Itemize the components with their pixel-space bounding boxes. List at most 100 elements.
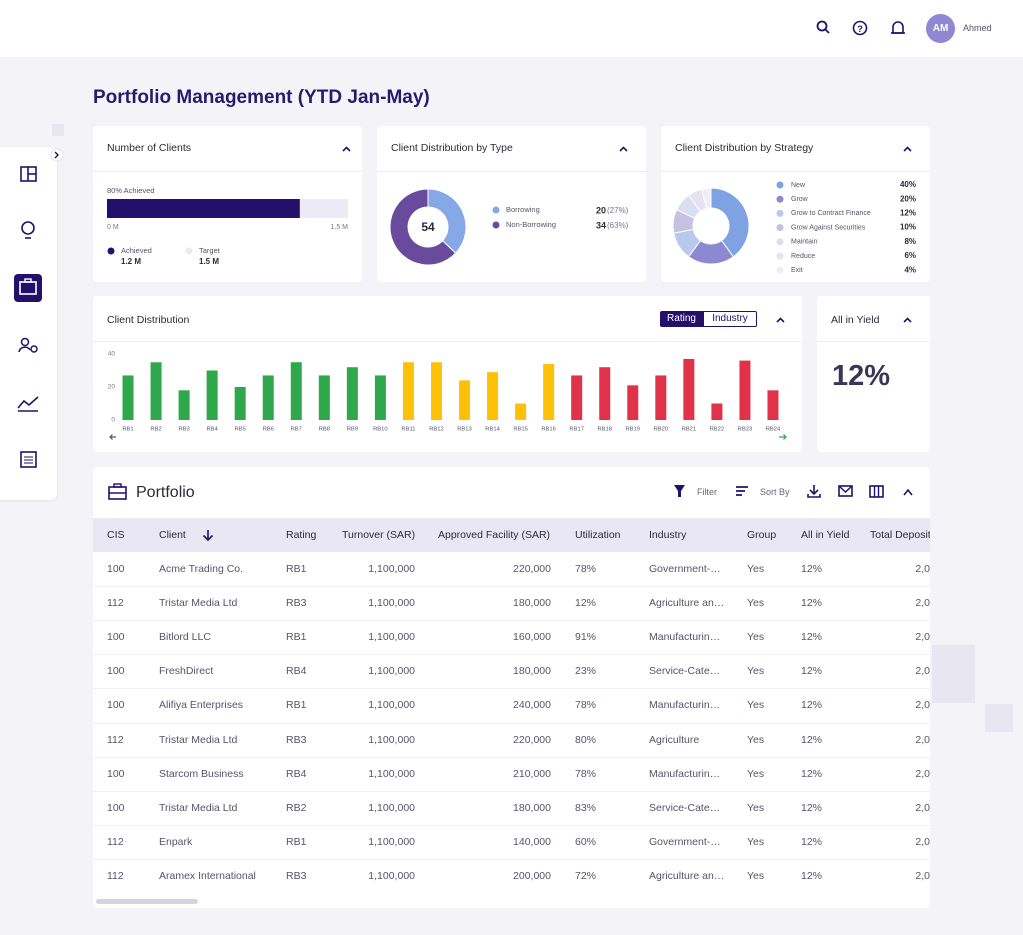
x-tick-label: RB14 bbox=[485, 427, 500, 433]
bar bbox=[178, 390, 190, 420]
table-cell: 1,100,000 bbox=[368, 835, 415, 848]
legend-dot bbox=[107, 247, 115, 255]
legend-dot bbox=[492, 221, 500, 229]
donut-segment bbox=[389, 188, 457, 266]
table-cell: 1,100,000 bbox=[368, 563, 415, 575]
table-cell: 100 bbox=[107, 665, 125, 678]
table-cell: 2,0 bbox=[915, 699, 930, 712]
table-cell: Bitlord LLC bbox=[159, 631, 211, 644]
x-tick-label: RB20 bbox=[654, 427, 669, 433]
table-cell: RB1 bbox=[286, 563, 307, 575]
table-cell: 112 bbox=[107, 597, 124, 610]
table-cell: Yes bbox=[747, 767, 765, 780]
table-cell: 12% bbox=[801, 869, 823, 882]
column-header[interactable]: CIS bbox=[107, 529, 125, 541]
progress-bar bbox=[107, 199, 300, 218]
sort-button[interactable]: Sort By bbox=[760, 487, 790, 497]
table-cell: RB1 bbox=[286, 699, 307, 712]
x-tick-label: RB6 bbox=[263, 427, 274, 433]
column-header[interactable]: All in Yield bbox=[801, 529, 850, 541]
bar bbox=[290, 362, 302, 420]
table-cell: 60% bbox=[575, 835, 597, 848]
decor bbox=[932, 645, 975, 703]
bar bbox=[599, 367, 611, 420]
x-tick-label: RB21 bbox=[682, 427, 697, 433]
column-header[interactable]: Total Deposit bbox=[870, 529, 930, 541]
legend-label: Non-Borrowing bbox=[506, 220, 556, 229]
table-cell: 83% bbox=[575, 801, 597, 814]
row-divider bbox=[93, 756, 930, 758]
legend-value: 6% bbox=[904, 251, 916, 260]
header-icons[interactable]: ? bbox=[812, 14, 912, 44]
filter-button[interactable]: Filter bbox=[697, 487, 717, 497]
avatar[interactable]: AM bbox=[926, 14, 955, 43]
column-header[interactable]: Utilization bbox=[575, 529, 621, 541]
table-cell: 12% bbox=[801, 665, 823, 678]
donut-segment bbox=[427, 188, 467, 254]
table-cell: Government-… bbox=[649, 835, 721, 848]
x-tick-label: RB24 bbox=[766, 427, 781, 433]
legend-label: Exit bbox=[791, 267, 803, 274]
legend-dot bbox=[776, 195, 784, 203]
table-cell: 100 bbox=[107, 563, 125, 575]
scroll-arrows[interactable] bbox=[109, 434, 787, 440]
table-cell: 2,0 bbox=[915, 801, 930, 814]
table-cell: Agriculture an… bbox=[649, 597, 725, 610]
table-cell: 1,100,000 bbox=[368, 699, 415, 712]
sort-arrow[interactable] bbox=[201, 528, 215, 542]
table-cell: Alifiya Enterprises bbox=[159, 699, 244, 712]
legend-share: (27%) bbox=[607, 206, 629, 215]
column-header[interactable]: Industry bbox=[649, 529, 687, 541]
table-cell: RB4 bbox=[286, 665, 307, 678]
x-tick-label: 1.5 M bbox=[330, 224, 348, 231]
column-header[interactable]: Turnover (SAR) bbox=[342, 529, 416, 541]
legend-label: Grow to Contract Finance bbox=[791, 210, 871, 217]
bar bbox=[767, 390, 779, 420]
table-cell: Service-Cate… bbox=[649, 665, 721, 678]
toggle-rating[interactable]: Rating bbox=[660, 311, 703, 327]
table-cell: 12% bbox=[801, 597, 823, 610]
table-header bbox=[93, 518, 930, 552]
column-header[interactable]: Group bbox=[747, 529, 777, 541]
x-tick-label: RB17 bbox=[569, 427, 584, 433]
x-tick-label: RB11 bbox=[401, 427, 415, 433]
toggle-industry[interactable]: Industry bbox=[703, 311, 757, 327]
toolbar-icons[interactable] bbox=[668, 482, 930, 502]
bar bbox=[234, 387, 246, 420]
table-cell: 78% bbox=[575, 699, 597, 712]
x-tick-label: RB4 bbox=[207, 427, 219, 433]
table-cell: RB3 bbox=[286, 869, 307, 882]
bar bbox=[571, 375, 583, 420]
table-cell: 100 bbox=[107, 767, 125, 780]
row-divider bbox=[93, 824, 930, 826]
svg-text:?: ? bbox=[857, 24, 863, 34]
bar bbox=[150, 362, 162, 420]
legend-value: 1.2 M bbox=[121, 257, 141, 266]
column-header[interactable]: Approved Facility (SAR) bbox=[438, 529, 551, 541]
y-tick-label: 20 bbox=[108, 384, 116, 391]
sidebar-icons[interactable] bbox=[0, 147, 70, 500]
x-tick-label: RB1 bbox=[122, 427, 133, 433]
table-cell: 23% bbox=[575, 665, 597, 678]
x-tick-label: RB18 bbox=[597, 427, 612, 433]
table-cell: 2,0 bbox=[915, 733, 930, 746]
table-cell: 100 bbox=[107, 801, 125, 814]
card-title: Number of Clients bbox=[107, 142, 192, 154]
table-cell: 12% bbox=[575, 597, 597, 610]
collapse-icons[interactable] bbox=[342, 146, 912, 323]
bar bbox=[739, 360, 751, 420]
row-divider bbox=[93, 688, 930, 690]
table-cell: Agriculture an… bbox=[649, 869, 725, 882]
decor bbox=[52, 124, 64, 136]
scrollbar[interactable] bbox=[96, 899, 198, 904]
column-header[interactable]: Rating bbox=[286, 529, 317, 541]
donut-segment bbox=[710, 187, 750, 258]
table-cell: Yes bbox=[747, 563, 765, 575]
legend-dot bbox=[776, 252, 784, 260]
yield-card: All in Yield 12% bbox=[817, 296, 930, 452]
legend-value: 20% bbox=[900, 194, 916, 203]
column-header[interactable]: Client bbox=[159, 529, 186, 541]
table-cell: 72% bbox=[575, 869, 597, 882]
